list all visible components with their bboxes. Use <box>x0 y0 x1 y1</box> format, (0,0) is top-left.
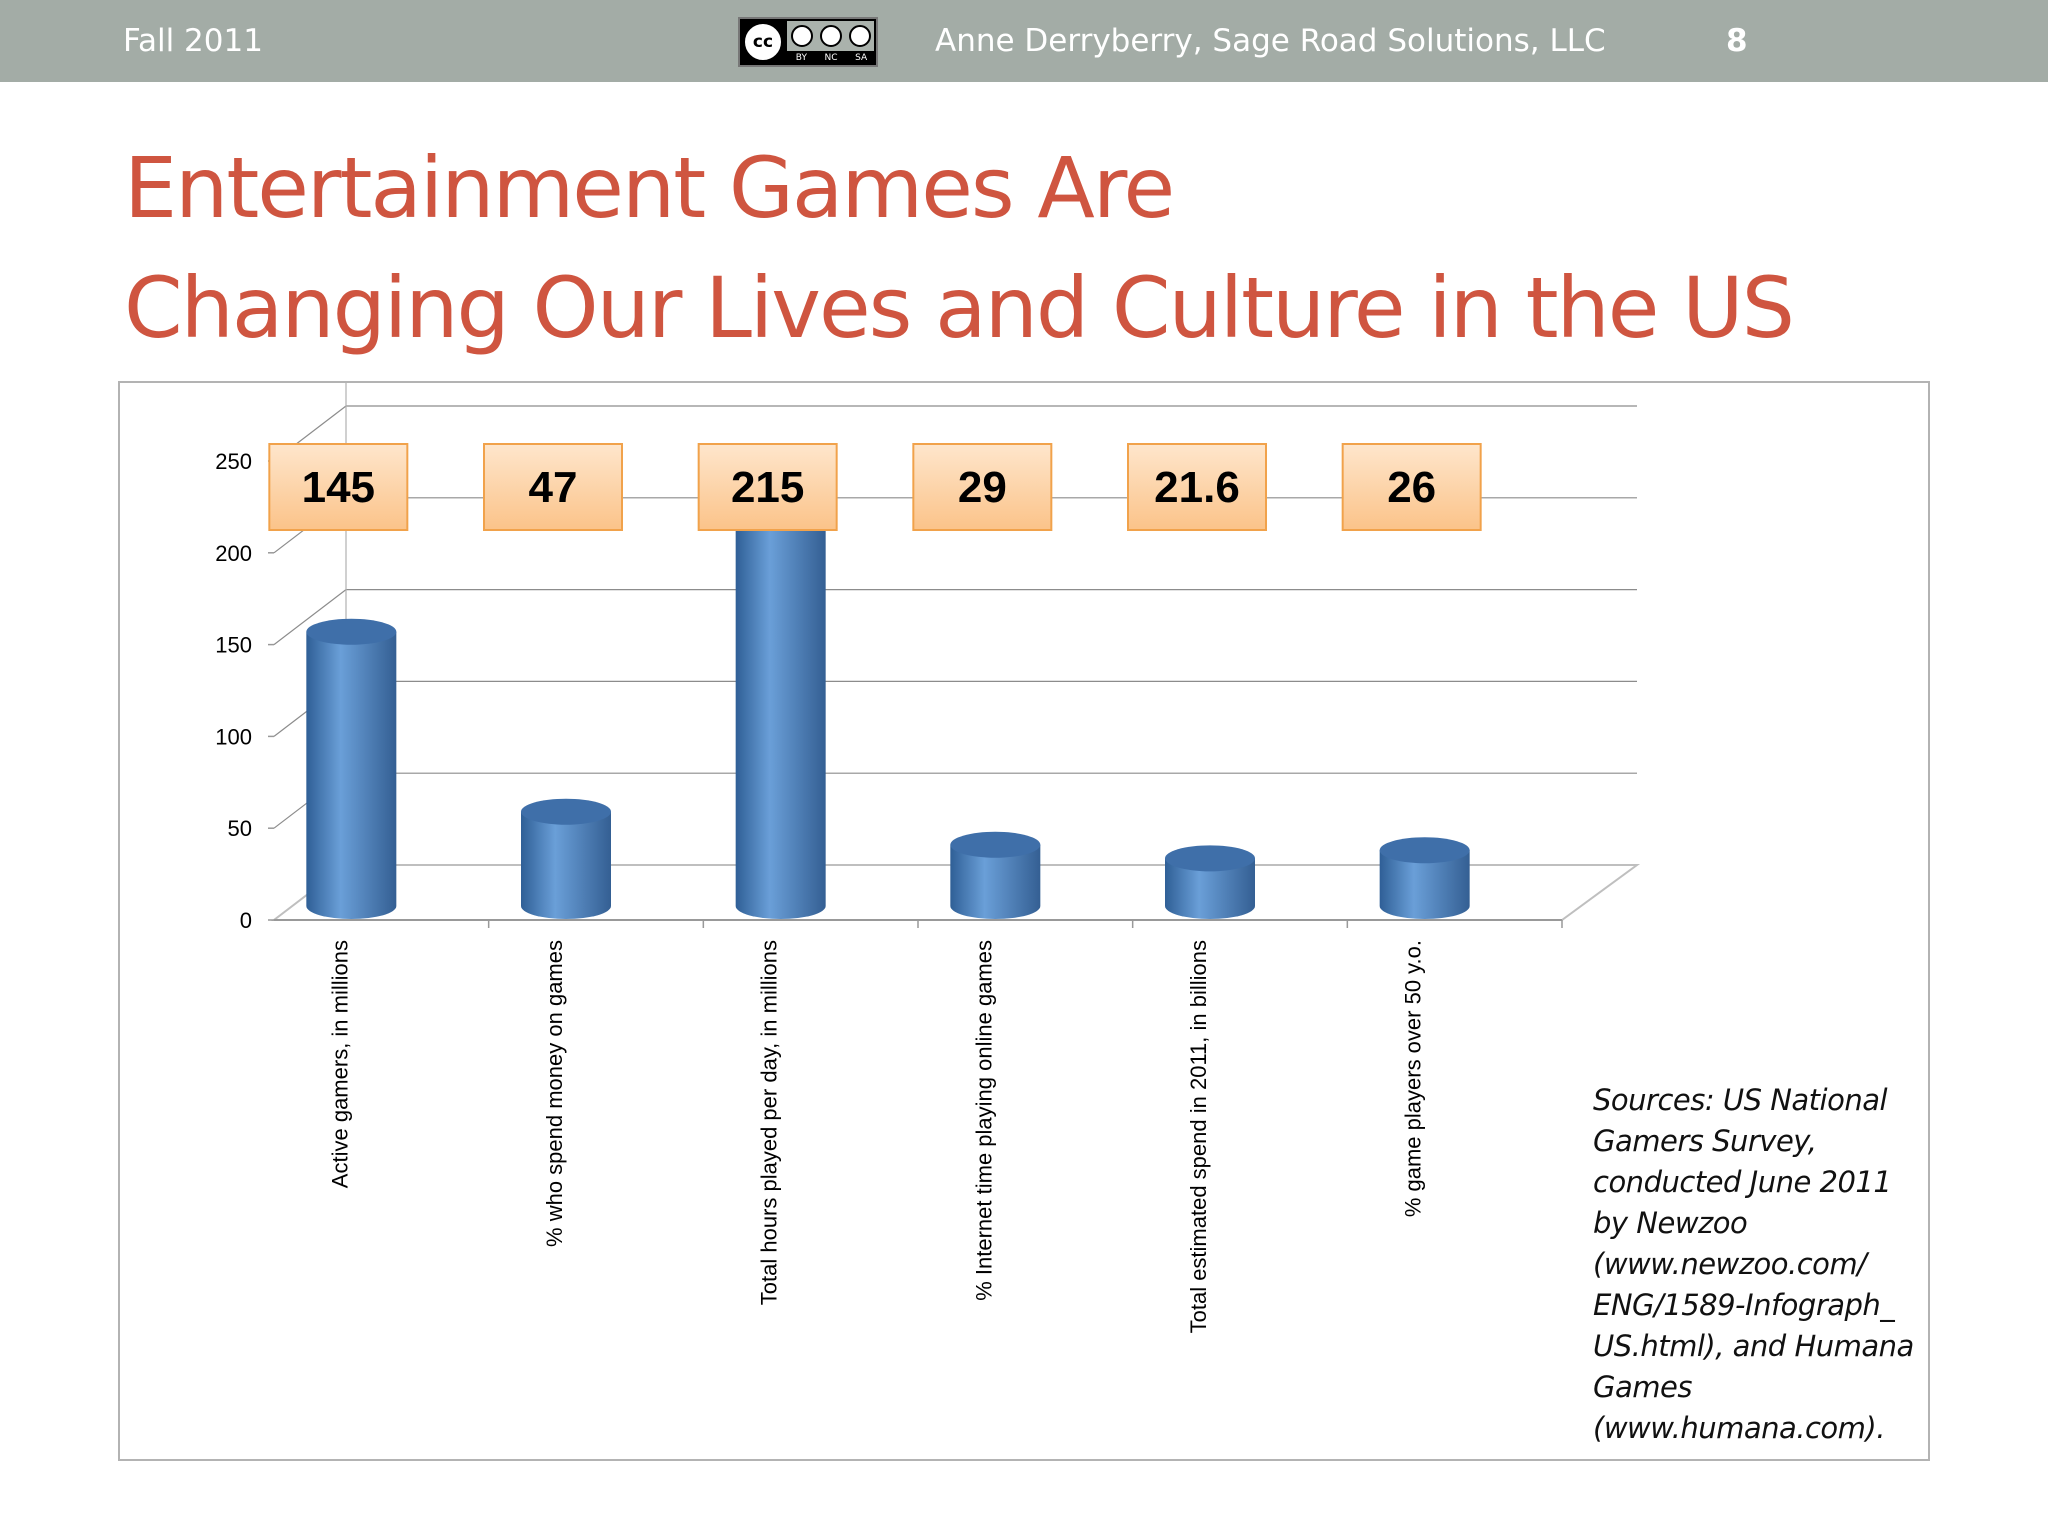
data-label-box <box>1341 443 1482 531</box>
author-label: Anne Derryberry, Sage Road Solutions, LL… <box>935 23 1606 59</box>
header-bar: Fall 2011 cc BY NC SA Anne Derryberry, S… <box>0 0 2048 82</box>
bar <box>735 503 826 919</box>
bar-top <box>1379 837 1470 864</box>
x-category-label: Total estimated spend in 2011, in billio… <box>1186 940 1211 1333</box>
slide-number: 8 <box>1726 23 1748 59</box>
y-tick-label: 50 <box>228 816 252 841</box>
y-tick-label: 100 <box>215 724 252 749</box>
data-label: 47 <box>529 463 578 512</box>
x-category-label: Total hours played per day, in millions <box>757 940 782 1305</box>
slide-title-line-1: Entertainment Games Are <box>124 139 1175 237</box>
y-tick-label: 150 <box>215 633 252 658</box>
data-label-box <box>483 443 623 531</box>
x-category-label: % who spend money on games <box>542 940 567 1247</box>
cc-sa-label: SA <box>855 53 868 63</box>
bar <box>1165 858 1255 919</box>
by-icon <box>790 25 813 47</box>
data-label-box <box>697 443 838 531</box>
side-wall-gridline <box>273 589 347 646</box>
cc-nc-label: NC <box>824 53 838 63</box>
sa-icon <box>848 25 871 47</box>
bar-top <box>950 831 1041 858</box>
bar-top <box>1165 845 1255 872</box>
y-tick-label: 250 <box>215 449 252 474</box>
bar-top <box>521 798 611 825</box>
data-label: 215 <box>731 463 804 512</box>
bar <box>521 811 611 919</box>
x-category-label: % Internet time playing online games <box>971 940 996 1301</box>
slide-title-line-2: Changing Our Lives and Culture in the US <box>124 259 1795 357</box>
cc-icon: cc <box>743 22 783 62</box>
nc-icon <box>819 25 842 47</box>
bar-chart: 0 50 100 150 200 250 145 Active gamers, in mill… <box>215 380 1641 1333</box>
data-label: 26 <box>1387 463 1436 512</box>
bar <box>306 631 397 919</box>
term-label: Fall 2011 <box>123 23 263 59</box>
y-tick-label: 200 <box>215 541 252 566</box>
x-category-label: Active gamers, in millions <box>327 940 352 1188</box>
bar-top <box>306 618 397 645</box>
bar <box>950 844 1041 919</box>
x-category-label: % game players over 50 y.o. <box>1401 940 1426 1217</box>
data-label: 29 <box>958 463 1007 512</box>
data-label: 145 <box>302 463 375 512</box>
cc-license-badge[interactable]: cc BY NC SA <box>738 17 878 67</box>
data-label-box <box>912 443 1053 531</box>
data-label-box <box>1127 443 1267 531</box>
bar <box>1379 850 1470 919</box>
chart-frame: 0 50 100 150 200 250 145 Active gamers, in mill… <box>118 380 1930 1461</box>
data-label-box <box>268 443 409 531</box>
slide-title: Entertainment Games Are Changing Our Liv… <box>124 128 1795 368</box>
y-tick-label: 0 <box>240 908 252 933</box>
sources-note: Sources: US National Gamers Survey, cond… <box>1593 1083 1914 1445</box>
cc-by-label: BY <box>795 53 807 63</box>
data-label: 21.6 <box>1154 463 1240 512</box>
